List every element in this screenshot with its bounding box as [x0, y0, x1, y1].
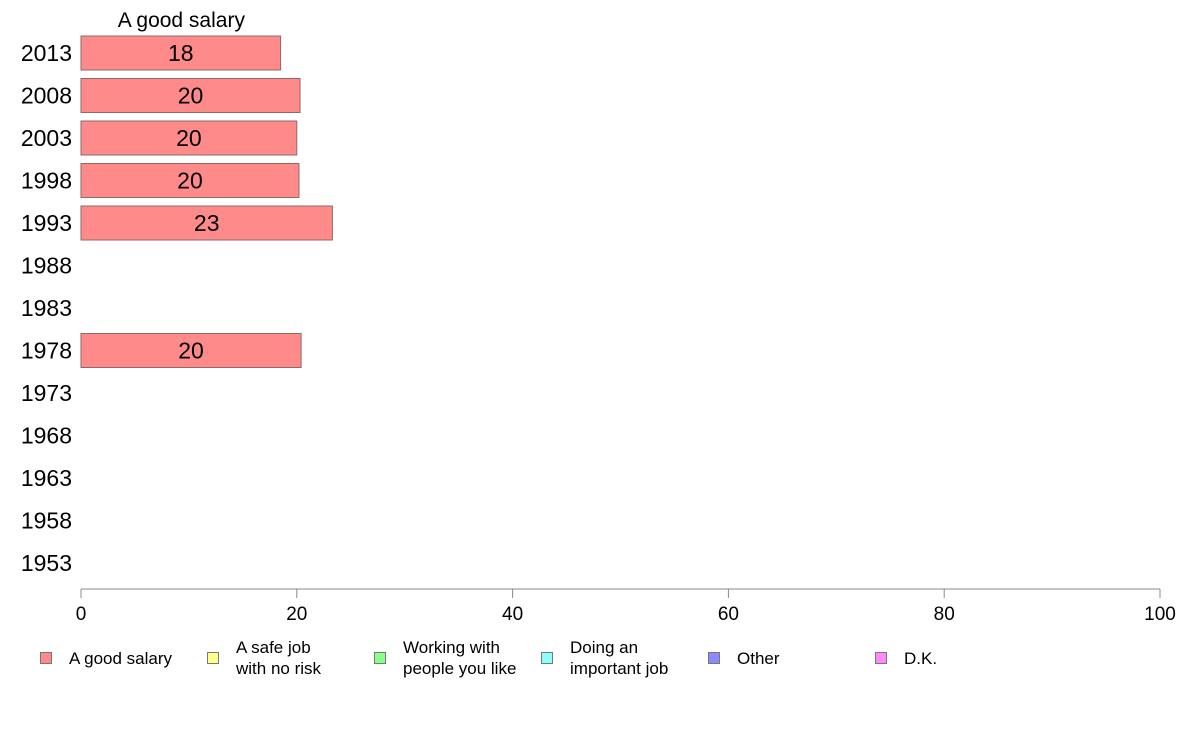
legend-label: A safe job with no risk [236, 638, 322, 678]
legend-item-good-salary: A good salary [40, 637, 172, 679]
legend-item-important-job: Doing an important job [541, 637, 668, 679]
category-label: 1988 [21, 253, 72, 279]
legend-label: Other [737, 648, 780, 668]
bar-chart: A good salary 2013 18 2008 20 2003 20 1998 20 199… [21, 9, 1176, 625]
data-label: 20 [177, 168, 203, 194]
legend: A good salary A safe job with no risk Wo… [40, 637, 1160, 685]
x-tick-label: 60 [718, 604, 739, 625]
category-label: 1973 [21, 380, 72, 406]
x-tick-label: 80 [934, 604, 955, 625]
category-label: 2003 [21, 125, 72, 151]
legend-swatch [875, 652, 887, 664]
bar [80, 333, 302, 368]
category-label: 2013 [21, 40, 72, 66]
data-label: 23 [194, 210, 220, 236]
bar [80, 163, 300, 198]
x-tick-label: 20 [286, 604, 307, 625]
x-tick-label: 40 [502, 604, 523, 625]
x-tick-label: 100 [1144, 604, 1176, 625]
legend-swatch [708, 652, 720, 664]
category-label: 1963 [21, 465, 72, 491]
data-label: 20 [178, 338, 204, 364]
legend-swatch [374, 652, 386, 664]
data-label: 18 [168, 40, 194, 66]
bar [80, 78, 301, 113]
legend-swatch [541, 652, 553, 664]
category-label: 1998 [21, 168, 72, 194]
chart-title: A good salary [118, 9, 246, 32]
category-label: 1983 [21, 295, 72, 321]
legend-item-other: Other [708, 637, 780, 679]
legend-label: D.K. [904, 648, 938, 668]
category-label: 1993 [21, 210, 72, 236]
bar [80, 35, 282, 71]
legend-label: A good salary [69, 648, 173, 668]
bar [80, 205, 333, 241]
legend-swatch [207, 652, 219, 664]
data-label: 20 [176, 125, 202, 151]
category-label: 2008 [21, 83, 72, 109]
category-label: 1958 [21, 508, 72, 534]
category-label: 1978 [21, 338, 72, 364]
category-label: 1968 [21, 423, 72, 449]
legend-label: Doing an important job [570, 638, 669, 678]
legend-swatch [40, 652, 52, 664]
category-label: 1953 [21, 550, 72, 576]
x-tick-label: 0 [76, 604, 87, 625]
legend-item-safe-job: A safe job with no risk [207, 637, 321, 679]
data-label: 20 [178, 83, 204, 109]
bar [80, 120, 298, 156]
legend-item-working-with-people: Working with people you like [374, 637, 516, 679]
legend-item-dk: D.K. [875, 637, 937, 679]
legend-label: Working with people you like [403, 638, 517, 678]
